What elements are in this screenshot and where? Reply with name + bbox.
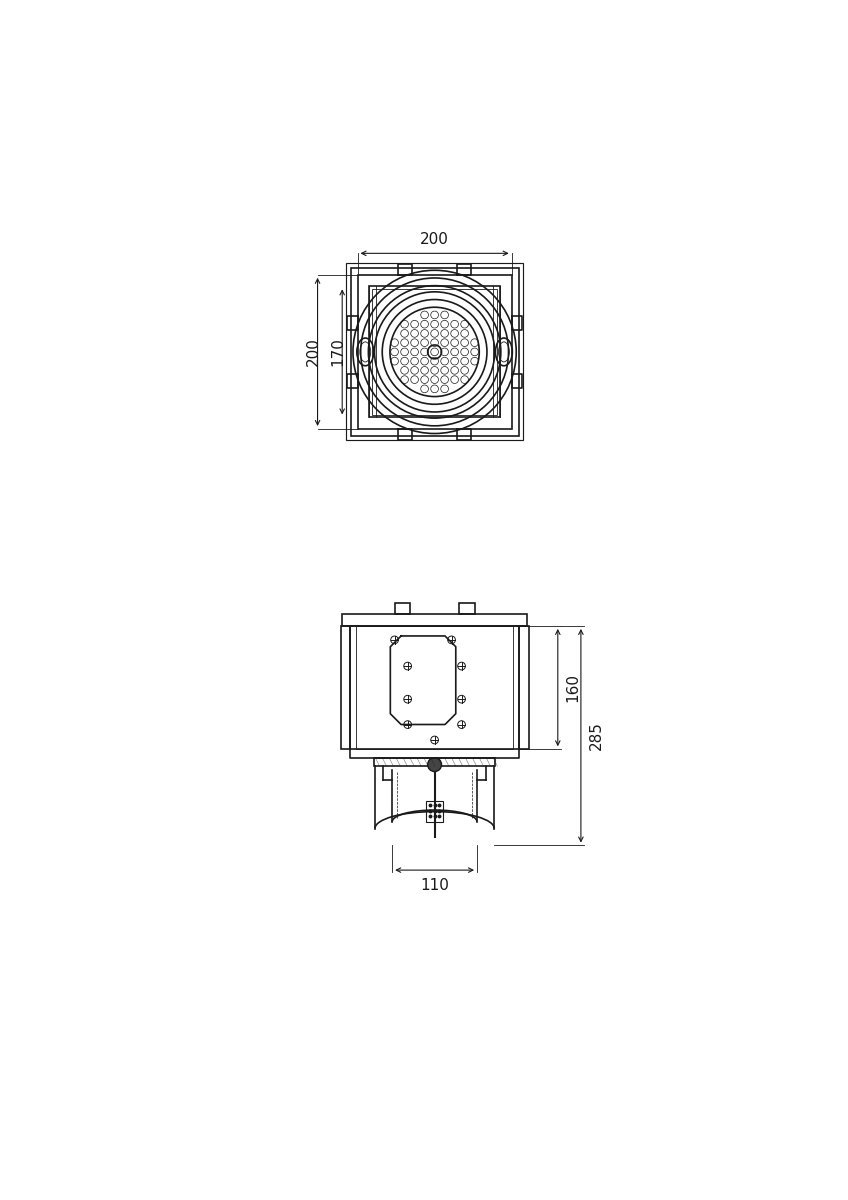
Bar <box>460 602 475 613</box>
Text: 200: 200 <box>420 232 449 247</box>
Text: 170: 170 <box>330 337 345 366</box>
Bar <box>427 800 443 822</box>
Bar <box>358 275 511 428</box>
Text: 285: 285 <box>589 721 604 750</box>
Bar <box>374 758 495 766</box>
Text: 200: 200 <box>305 337 321 366</box>
Text: 110: 110 <box>420 878 449 893</box>
Bar <box>394 602 410 613</box>
Bar <box>371 289 498 415</box>
Bar <box>351 268 518 436</box>
Bar <box>369 287 500 418</box>
Bar <box>341 626 350 749</box>
Bar <box>350 626 519 749</box>
Text: 160: 160 <box>566 673 581 702</box>
Bar <box>519 626 528 749</box>
Bar <box>356 626 513 749</box>
Circle shape <box>427 757 442 772</box>
Bar <box>346 263 523 440</box>
Bar <box>343 613 527 626</box>
